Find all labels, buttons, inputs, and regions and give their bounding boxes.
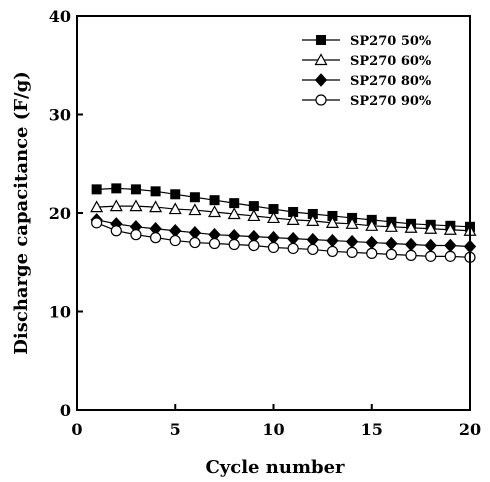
- legend-label: SP270 80%: [350, 74, 432, 89]
- data-point: [150, 232, 162, 244]
- data-point: [326, 233, 339, 248]
- data-point: [405, 249, 417, 261]
- x-tick-label: 20: [459, 420, 481, 439]
- x-tick-label: 15: [361, 420, 383, 439]
- data-point: [111, 183, 122, 194]
- data-point: [188, 203, 202, 216]
- data-point: [168, 202, 182, 215]
- ticks-layer: 0 5 10 15 20 0 10 20 30 40: [49, 7, 481, 439]
- data-point: [424, 238, 437, 253]
- x-tick-label: 5: [170, 420, 181, 439]
- data-point: [267, 230, 280, 245]
- x-tick-label: 0: [71, 420, 82, 439]
- data-point: [266, 211, 281, 224]
- legend: SP270 50% SP270 60% SP270 80% SP270 90%: [302, 34, 432, 109]
- series-1: [91, 183, 475, 232]
- series-2: [90, 199, 477, 236]
- data-point: [208, 205, 222, 218]
- data-point: [306, 214, 320, 226]
- y-tick-label: 40: [49, 7, 71, 26]
- series-layer: [90, 183, 477, 263]
- data-point: [91, 184, 102, 195]
- data-point: [306, 232, 319, 247]
- data-point: [149, 200, 163, 213]
- data-point: [385, 236, 398, 251]
- data-point: [90, 200, 104, 213]
- data-point: [188, 225, 202, 240]
- data-point: [307, 243, 319, 256]
- data-point: [345, 217, 359, 229]
- data-point: [169, 234, 181, 247]
- data-point: [404, 221, 418, 233]
- y-tick-label: 0: [60, 401, 71, 420]
- y-tick-label: 10: [49, 303, 71, 322]
- data-point: [130, 184, 141, 195]
- data-point: [248, 239, 260, 252]
- data-point: [169, 223, 182, 238]
- legend-item: SP270 80%: [302, 73, 432, 89]
- x-axis-label: Cycle number: [205, 457, 345, 478]
- legend-marker: [315, 94, 327, 106]
- data-point: [229, 198, 240, 209]
- data-point: [385, 248, 397, 260]
- data-point: [444, 250, 456, 262]
- data-point: [346, 246, 358, 258]
- data-point: [326, 245, 339, 258]
- data-point: [91, 217, 103, 229]
- data-point: [209, 195, 220, 206]
- data-point: [228, 238, 240, 251]
- data-point: [365, 235, 378, 250]
- legend-marker: [314, 53, 328, 66]
- data-point: [286, 213, 300, 225]
- legend-label: SP270 90%: [350, 94, 432, 109]
- data-point: [227, 207, 241, 220]
- data-point: [425, 250, 437, 262]
- y-tick-label: 20: [49, 204, 71, 223]
- legend-label: SP270 60%: [350, 54, 432, 69]
- data-point: [109, 199, 123, 212]
- data-point: [286, 231, 300, 246]
- legend-item: SP270 50%: [302, 34, 432, 49]
- data-point: [129, 199, 143, 212]
- data-point: [345, 234, 359, 249]
- legend-marker: [314, 73, 328, 87]
- data-point: [325, 216, 339, 228]
- data-point: [424, 222, 438, 234]
- y-tick-label: 30: [49, 106, 71, 125]
- data-point: [247, 209, 261, 222]
- legend-item: SP270 90%: [302, 94, 432, 109]
- data-point: [170, 189, 181, 200]
- series-3: [90, 213, 477, 254]
- data-point: [365, 219, 379, 231]
- legend-item: SP270 60%: [302, 53, 432, 69]
- data-point: [208, 237, 221, 250]
- data-point: [267, 241, 280, 254]
- data-point: [150, 186, 161, 197]
- legend-marker: [316, 35, 326, 45]
- legend-label: SP270 50%: [350, 34, 432, 49]
- data-point: [110, 225, 122, 237]
- data-point: [189, 192, 200, 203]
- data-point: [287, 242, 299, 255]
- x-tick-label: 10: [262, 420, 284, 439]
- y-axis-label: Discharge capacitance (F/g): [11, 71, 32, 354]
- data-point: [404, 237, 418, 252]
- data-point: [444, 238, 457, 253]
- data-point: [443, 222, 457, 235]
- data-point: [384, 220, 398, 232]
- data-point: [366, 247, 378, 259]
- data-point: [130, 229, 142, 241]
- series-4: [91, 217, 476, 263]
- data-point: [189, 236, 201, 249]
